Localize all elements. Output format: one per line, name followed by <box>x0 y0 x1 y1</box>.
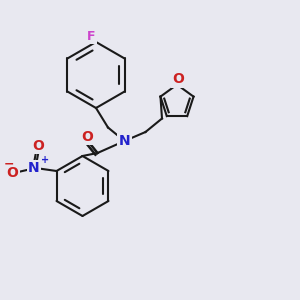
Text: N: N <box>28 161 40 175</box>
Text: F: F <box>87 30 96 43</box>
Text: +: + <box>41 154 49 165</box>
Text: O: O <box>82 130 94 144</box>
Text: N: N <box>119 134 130 148</box>
Text: O: O <box>7 166 18 180</box>
Text: −: − <box>3 157 14 170</box>
Text: O: O <box>33 139 44 152</box>
Text: O: O <box>172 72 184 86</box>
